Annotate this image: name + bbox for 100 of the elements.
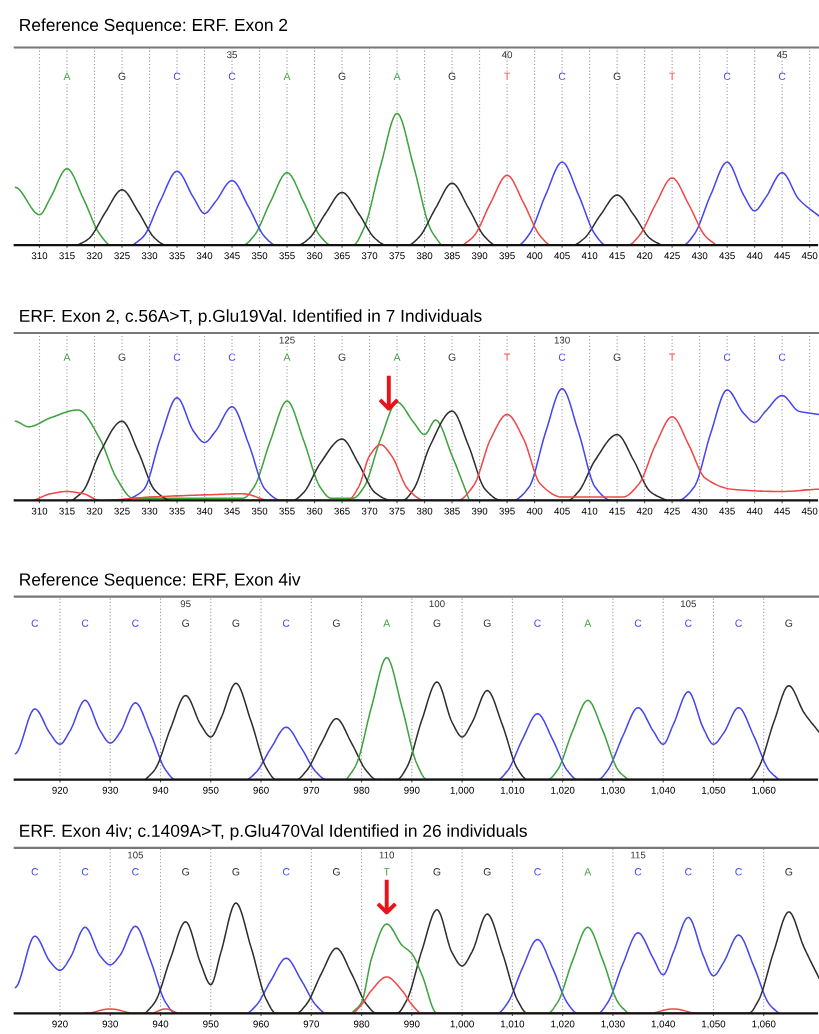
x-tick-label: 440	[746, 507, 763, 515]
text: C	[173, 353, 181, 361]
text: G	[232, 868, 240, 876]
text: C	[31, 868, 39, 876]
text: A	[63, 353, 71, 361]
x2-tick-label: 105	[680, 600, 697, 608]
text: G	[448, 72, 456, 80]
x-tick-label: 310	[31, 252, 48, 260]
x-tick-label: 400	[526, 507, 543, 515]
text: C	[132, 619, 139, 627]
x-tick-label: 940	[152, 786, 169, 794]
x-tick-label: 380	[416, 252, 433, 260]
x-tick-label: 375	[389, 252, 405, 260]
x-tick-label: 370	[361, 252, 378, 260]
text: G	[118, 72, 126, 80]
x-tick-label: 415	[609, 252, 625, 260]
x-tick-label: 380	[416, 507, 433, 515]
text: C	[723, 72, 731, 80]
x2-tick-label: 35	[227, 51, 238, 59]
x-tick-label: 960	[253, 1020, 269, 1028]
x-tick-label: 920	[52, 1020, 68, 1028]
chart-title: Reference Sequence: ERF, Exon 4iv	[20, 572, 301, 590]
x-tick-label: 335	[169, 507, 185, 515]
x2-tick-label: 105	[128, 851, 144, 859]
x-tick-label: 320	[86, 252, 103, 260]
text: A	[63, 72, 71, 80]
text: G	[332, 868, 340, 876]
x-tick-label: 1,010	[500, 786, 525, 795]
text: C	[685, 619, 692, 627]
text: G	[785, 619, 793, 627]
x-tick-label: 435	[719, 252, 735, 260]
x-tick-label: 400	[526, 252, 543, 260]
text: T	[504, 353, 511, 361]
x-tick-label: 355	[279, 507, 295, 515]
text: A	[283, 353, 291, 361]
x-tick-label: 410	[581, 252, 598, 260]
x-tick-label: 340	[196, 507, 213, 515]
x-tick-label: 930	[102, 1020, 118, 1028]
x-tick-label: 330	[141, 507, 158, 515]
x-tick-label: 425	[664, 507, 680, 515]
text: G	[332, 619, 340, 627]
x-tick-label: 330	[141, 252, 158, 260]
text: A	[393, 353, 401, 361]
text: T	[669, 353, 676, 361]
x-tick-label: 310	[31, 507, 48, 515]
x-tick-label: 410	[581, 507, 598, 515]
text: C	[735, 868, 742, 876]
text: G	[338, 72, 346, 80]
x-tick-label: 980	[353, 786, 370, 794]
text: A	[584, 868, 592, 876]
x-tick-label: 365	[334, 252, 350, 260]
text: C	[132, 868, 139, 876]
x-tick-label: 375	[389, 507, 405, 515]
text: G	[182, 868, 189, 876]
x-tick-label: 440	[746, 252, 763, 260]
chart-title: ERF. Exon 4iv; c.1409A>T, p.Glu470Val Identified in 26 individuals	[20, 824, 527, 841]
x-tick-label: 365	[334, 507, 350, 515]
x-tick-label: 940	[152, 1020, 169, 1028]
x-tick-label: 1,040	[651, 786, 675, 795]
x-tick-label: 405	[554, 252, 570, 260]
x-tick-label: 1,030	[601, 786, 625, 795]
x-tick-label: 1,030	[601, 1020, 625, 1029]
x-tick-label: 450	[801, 252, 818, 260]
x-tick-label: 970	[303, 786, 320, 794]
text: C	[634, 619, 642, 627]
x-tick-label: 325	[114, 252, 130, 260]
text: C	[685, 868, 692, 876]
text: G	[182, 619, 189, 627]
x-tick-label: 420	[636, 507, 653, 515]
x2-tick-label: 130	[554, 336, 570, 344]
x-tick-label: 315	[59, 507, 75, 515]
x-tick-label: 930	[102, 786, 118, 794]
x-tick-label: 1,040	[651, 1020, 675, 1029]
text: C	[31, 619, 39, 627]
annotation: ↓	[376, 879, 397, 915]
text: G	[483, 619, 491, 627]
x2-tick-label: 100	[429, 600, 445, 608]
annotation: ↓	[378, 375, 399, 411]
x-tick-label: 425	[664, 252, 680, 260]
text: A	[393, 72, 401, 80]
x-tick-label: 355	[279, 252, 295, 260]
text: C	[534, 619, 541, 627]
x-tick-label: 350	[251, 252, 268, 260]
text: A	[283, 72, 291, 80]
text: C	[723, 353, 731, 361]
text: C	[735, 619, 742, 627]
x-tick-label: 950	[203, 1020, 219, 1028]
x-tick-label: 430	[691, 507, 708, 515]
x-tick-label: 435	[719, 507, 735, 515]
text: G	[232, 619, 240, 627]
x-tick-label: 315	[59, 252, 75, 260]
x-tick-label: 990	[404, 786, 420, 794]
x-tick-label: 390	[471, 252, 488, 260]
x-tick-label: 1,010	[500, 1020, 525, 1029]
x-tick-label: 340	[196, 252, 213, 260]
x2-tick-label: 125	[279, 336, 295, 344]
x-tick-label: 1,050	[702, 1020, 726, 1029]
x-tick-label: 1,060	[752, 786, 776, 795]
text: T	[669, 72, 676, 80]
x-tick-label: 385	[444, 507, 460, 515]
